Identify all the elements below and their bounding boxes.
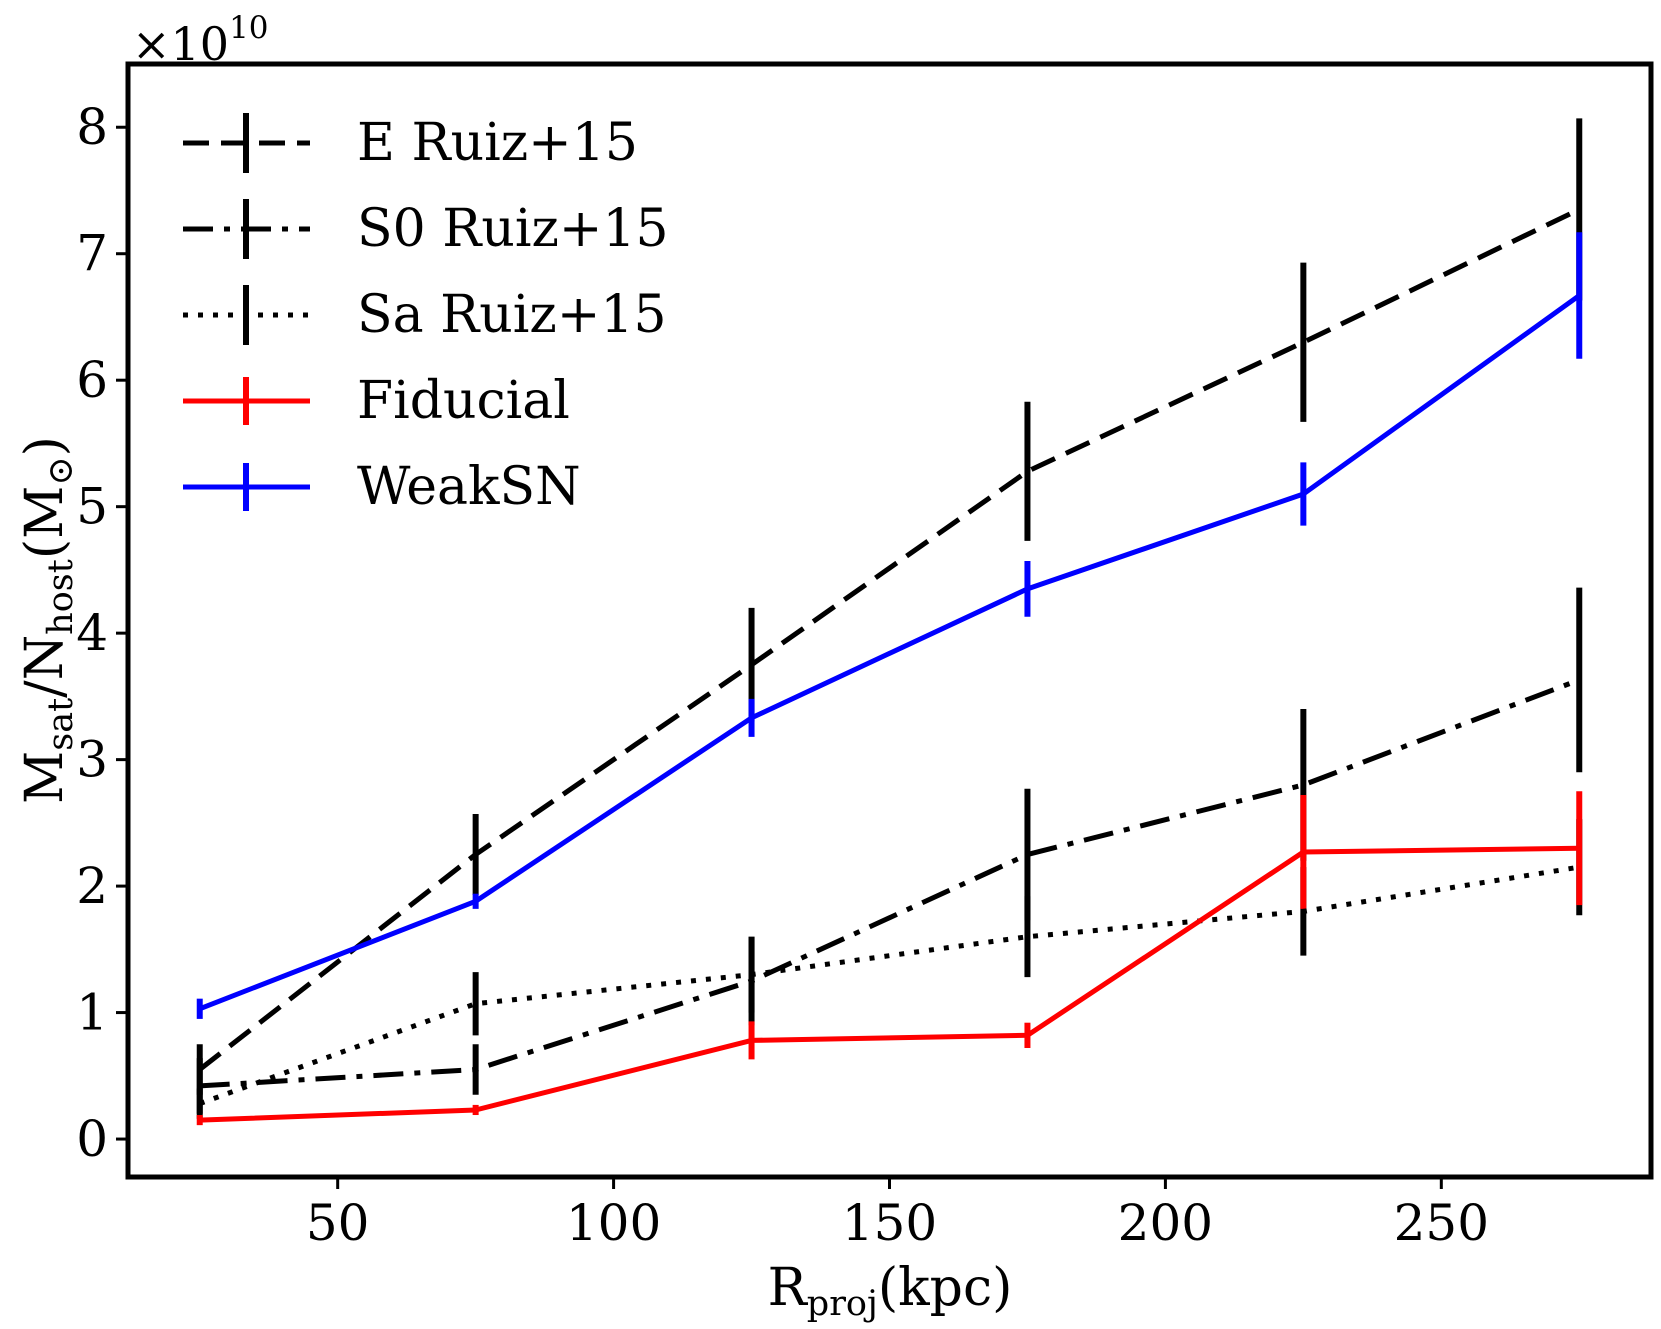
y-tick-label-3: 3 (76, 731, 108, 789)
series-line-fiducial (199, 845, 1580, 1123)
legend-label-e-ruiz-15: E Ruiz+15 (357, 113, 638, 173)
y-axis-label-slash: /N (15, 635, 75, 698)
legend-label-fiducial: Fiducial (357, 371, 570, 431)
series-line-weaksn (198, 293, 1581, 1012)
y-axis-label-host: host (41, 559, 81, 635)
error-bars (196, 118, 1583, 1126)
y-axis-label-unit-close: ) (15, 436, 75, 456)
legend: E Ruiz+15 S0 Ruiz+15 Sa Ruiz+15 Fiducial Wea… (183, 113, 669, 517)
y-axis-label-m: M (15, 751, 75, 804)
y-axis-ticks: 0 1 2 3 4 5 6 7 8 (76, 98, 128, 1168)
y-axis-label-unit-open: (M (15, 486, 75, 560)
legend-label-sa-ruiz-15: Sa Ruiz+15 (357, 285, 667, 345)
y-tick-label-7: 7 (76, 225, 108, 283)
y-multiplier-exponent: 10 (229, 10, 268, 46)
y-tick-label-8: 8 (76, 98, 108, 156)
y-multiplier-label: ×1010 (132, 10, 269, 71)
series-line-e-ruiz-15 (198, 207, 1581, 1072)
x-axis-label-sub: proj (807, 1284, 878, 1324)
x-axis-ticks: 50 100 150 200 250 (306, 1177, 1489, 1252)
series-line-s0-ruiz-15 (199, 677, 1581, 1089)
y-tick-label-6: 6 (76, 351, 108, 409)
x-tick-label-50: 50 (306, 1194, 370, 1252)
y-multiplier-base: ×10 (132, 17, 229, 71)
y-axis-label: Msat/Nhost(M⊙) (15, 436, 81, 804)
y-tick-label-2: 2 (76, 857, 108, 915)
legend-label-weaksn: WeakSN (357, 457, 581, 517)
series-lines (198, 207, 1581, 1123)
y-tick-label-1: 1 (76, 984, 108, 1042)
x-tick-label-200: 200 (1118, 1194, 1213, 1252)
x-axis-label: Rproj(kpc) (768, 1258, 1013, 1324)
y-tick-label-5: 5 (76, 478, 108, 536)
y-axis-label-sun: ⊙ (41, 456, 81, 485)
y-tick-label-0: 0 (76, 1110, 108, 1168)
x-axis-label-main: R (768, 1258, 809, 1318)
series-line-sa-ruiz-15 (198, 864, 1580, 1106)
y-axis-label-sat: sat (41, 698, 81, 751)
x-tick-label-250: 250 (1394, 1194, 1489, 1252)
legend-label-s0-ruiz-15: S0 Ruiz+15 (357, 199, 669, 259)
x-axis-label-tail: (kpc) (878, 1258, 1013, 1318)
x-tick-label-100: 100 (566, 1194, 661, 1252)
x-tick-label-150: 150 (842, 1194, 937, 1252)
y-tick-label-4: 4 (76, 604, 108, 662)
